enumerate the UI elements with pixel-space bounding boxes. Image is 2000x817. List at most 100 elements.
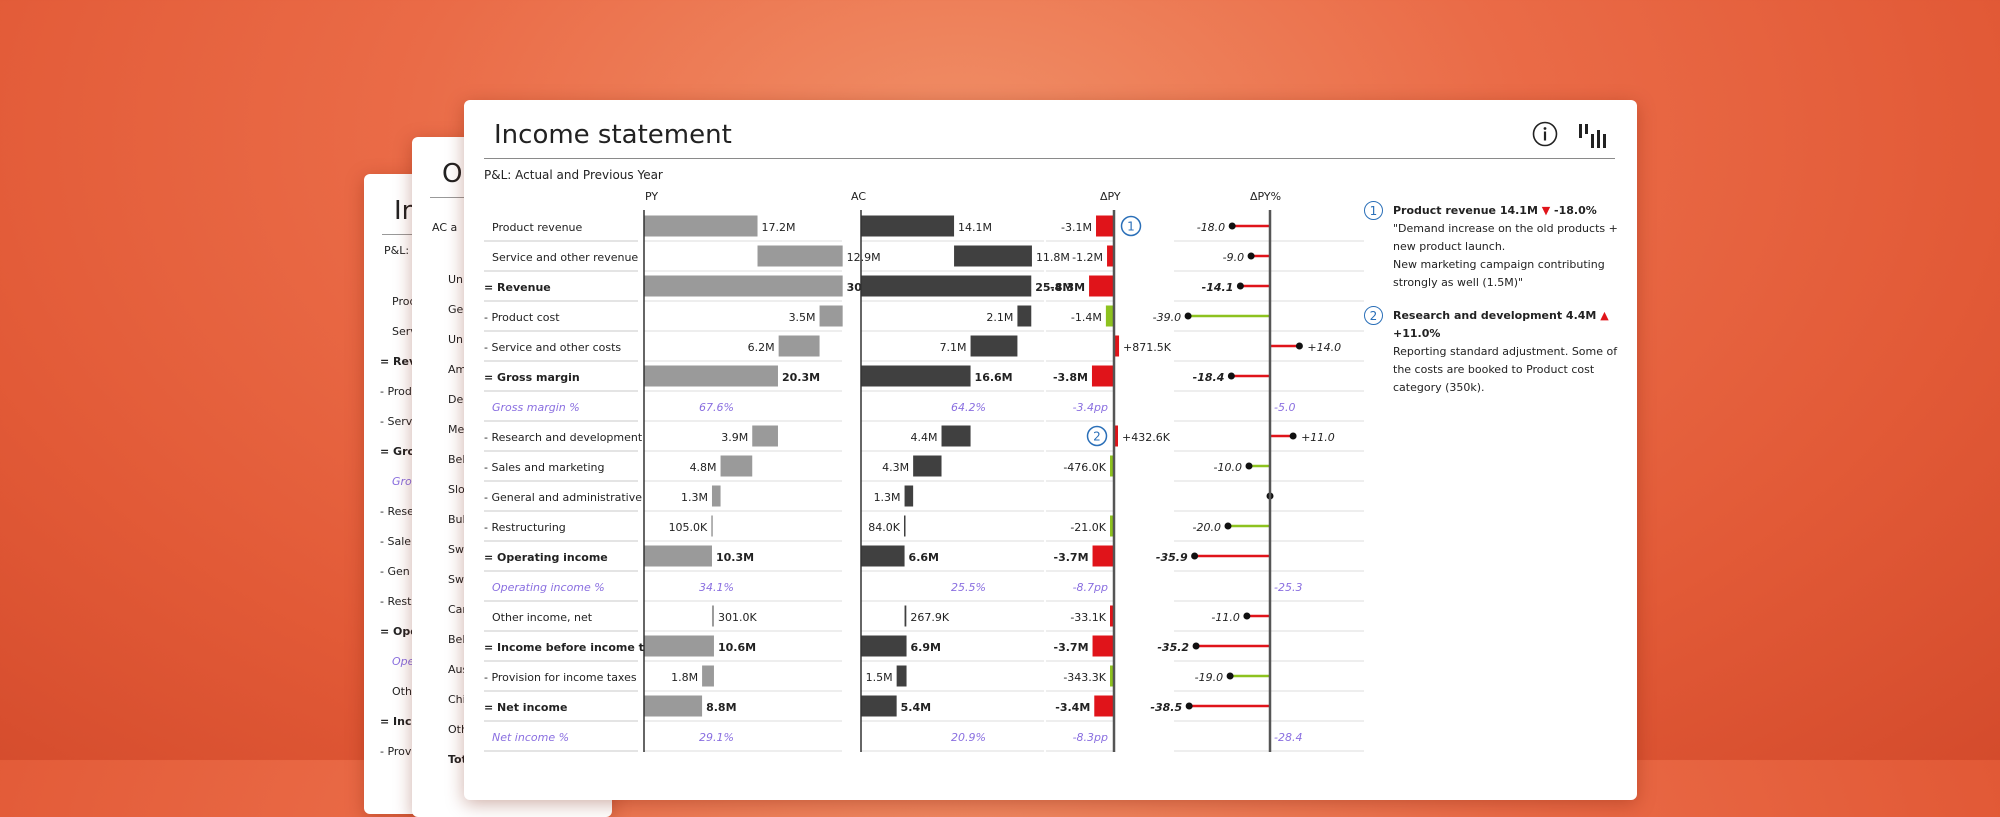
ac-bar (970, 335, 1018, 357)
background-card-row: = Gros (380, 445, 422, 458)
comment-delta: -18.0% (1554, 204, 1597, 217)
delta-py-label: -1.2M (1072, 251, 1103, 264)
delta-percent-dot (1227, 372, 1235, 380)
report-subtitle: P&L: Actual and Previous Year (484, 168, 663, 182)
py-bar (644, 695, 703, 717)
py-bar-label: 6.2M (748, 341, 775, 354)
comment-marker-1[interactable]: 1 (1364, 201, 1383, 220)
py-bar (702, 665, 714, 687)
delta-percent-label: +11.0 (1301, 431, 1335, 444)
row-research-and-development-label: - Research and development (484, 431, 643, 444)
ac-bar (861, 695, 897, 717)
annotation-marker-number: 2 (1093, 430, 1101, 444)
ac-bar (896, 665, 907, 687)
background-card-row: - Sale (380, 535, 412, 548)
ac-bar-label: 7.1M (940, 341, 967, 354)
ac-bar (954, 245, 1032, 267)
row-operating-income-label: Operating income % (492, 581, 605, 594)
comment-title-text: Research and development 4.4M (1393, 309, 1601, 322)
py-bar-label: 8.8M (706, 701, 736, 714)
ac-bar-label: 11.8M (1036, 251, 1070, 264)
row-service-and-other-revenue-label: Service and other revenue (492, 251, 638, 264)
triangle-up-icon: ▲ (1600, 309, 1609, 322)
delta-py-bar (1092, 635, 1114, 657)
delta-percent-label: -19.0 (1195, 671, 1223, 684)
ac-bar (861, 635, 907, 657)
delta-py-bar (1114, 425, 1118, 447)
ac-bar-label: 4.4M (911, 431, 938, 444)
py-bar-label: 12.9M (847, 251, 881, 264)
row-sales-and-marketing-label: - Sales and marketing (484, 461, 604, 474)
py-percent-label: 34.1% (699, 581, 734, 594)
row-general-and-administrative-label: - General and administrative (484, 491, 642, 504)
delta-percent-dot (1185, 702, 1193, 710)
py-bar-label: 301.0K (718, 611, 757, 624)
delta-py-label: -3.7M (1054, 641, 1089, 654)
background-card-row: - Prod (380, 385, 412, 398)
py-bar-label: 105.0K (669, 521, 708, 534)
py-bar (711, 485, 721, 507)
ac-bar-label: 1.5M (866, 671, 893, 684)
ac-bar-label: 5.4M (901, 701, 931, 714)
delta-py-bar (1094, 695, 1114, 717)
annotation-marker-number: 1 (1127, 220, 1135, 234)
delta-percent-label: -9.0 (1223, 251, 1244, 264)
comment-delta: +11.0% (1393, 327, 1441, 340)
py-bar (778, 335, 820, 357)
row-restructuring-label: - Restructuring (484, 521, 566, 534)
delta-py-bar (1089, 275, 1114, 297)
py-bar (644, 545, 712, 567)
comment-marker-2[interactable]: 2 (1364, 306, 1383, 325)
column-header-ac: AC (851, 190, 867, 203)
py-bar-label: 1.8M (671, 671, 698, 684)
ac-percent-label: 20.9% (951, 731, 986, 744)
row-income-before-income-taxes-label: = Income before income taxes (484, 641, 673, 654)
delta-percent-label: -18.4 (1193, 371, 1225, 384)
ac-bar-label: 14.1M (958, 221, 992, 234)
delta-percent-label: +14.0 (1307, 341, 1341, 354)
delta-py-label: -1.4M (1071, 311, 1102, 324)
ac-bar-label: 84.0K (868, 521, 900, 534)
column-header-py: PY (645, 190, 659, 203)
py-percent-label: 67.6% (699, 401, 734, 414)
delta-percent-dot (1191, 552, 1199, 560)
comment-1: Product revenue 14.1M ▼ -18.0% "Demand in… (1393, 202, 1623, 292)
py-bar-label: 1.3M (681, 491, 708, 504)
chart-logo-icon[interactable] (1578, 122, 1608, 150)
ac-bar (861, 275, 1032, 297)
ac-bar-label: 267.9K (910, 611, 949, 624)
row-net-income-label: = Net income (484, 701, 567, 714)
py-bar-label: 20.3M (782, 371, 820, 384)
row-service-and-other-costs-label: - Service and other costs (484, 341, 621, 354)
background-card-row: Gros (392, 475, 418, 488)
delta-percent-dot (1184, 312, 1192, 320)
row-operating-income-label: = Operating income (484, 551, 608, 564)
row-revenue-label: = Revenue (484, 281, 551, 294)
annotation-marker-1 (1120, 215, 1142, 237)
title-divider (484, 158, 1615, 159)
delta-py-label: +871.5K (1123, 341, 1172, 354)
background-card-subtitle: P&L: A (384, 244, 421, 257)
ac-bar-label: 6.9M (911, 641, 941, 654)
delta-py-label: -476.0K (1063, 461, 1106, 474)
dpy-percent-label: -28.4 (1274, 731, 1302, 744)
comment-title: Research and development 4.4M ▲ +11.0% (1393, 307, 1623, 343)
row-other-income-net-label: Other income, net (492, 611, 593, 624)
ac-bar (904, 515, 906, 537)
delta-percent-label: -35.9 (1156, 551, 1188, 564)
delta-py-bar (1110, 515, 1114, 537)
row-product-cost-label: - Product cost (484, 311, 560, 324)
delta-py-bar (1110, 605, 1114, 627)
info-icon[interactable] (1532, 121, 1558, 147)
comment-body: "Demand increase on the old products + n… (1393, 222, 1618, 289)
delta-py-bar (1091, 365, 1114, 387)
py-percent-label: 29.1% (699, 731, 734, 744)
delta-py-bar (1110, 665, 1114, 687)
py-bar (644, 635, 714, 657)
delta-py-bar (1107, 245, 1114, 267)
row-provision-for-income-taxes-label: - Provision for income taxes (484, 671, 637, 684)
delta-percent-label: -39.0 (1153, 311, 1181, 324)
py-bar-label: 3.9M (721, 431, 748, 444)
income-statement-card: Income statement P&L: Actual and Previou… (464, 100, 1637, 800)
column-header-dpy: ΔPY (1100, 190, 1121, 203)
